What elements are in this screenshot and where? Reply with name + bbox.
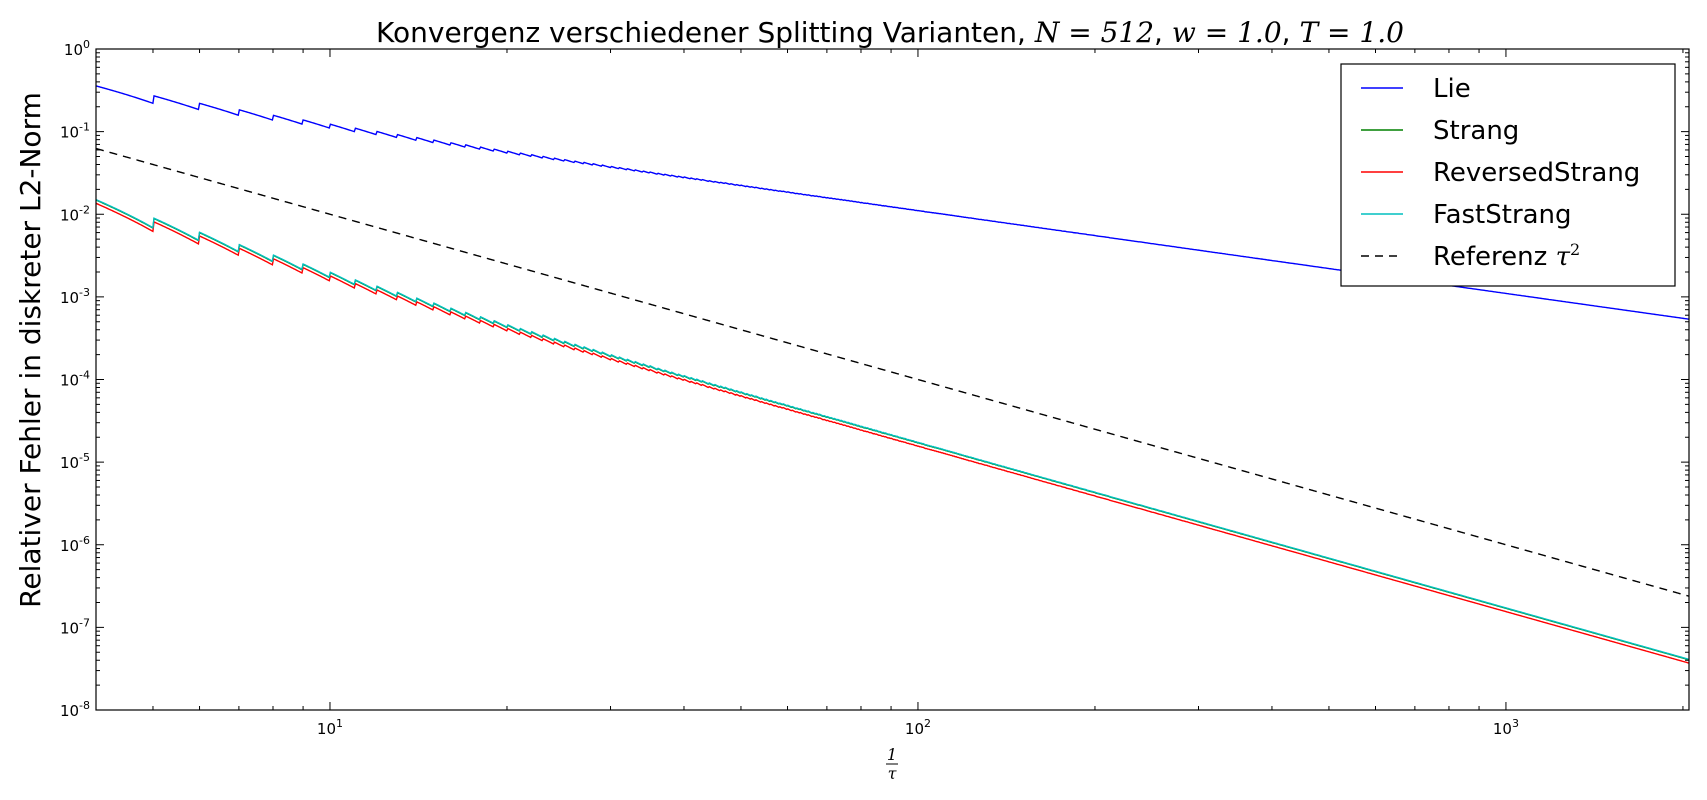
x-axis-label-denominator: τ [888,764,898,783]
title-n-eq: = [1068,16,1091,49]
title-n-symbol: N [1034,16,1061,49]
legend-label: Lie [1433,74,1471,104]
x-tick-label: 101 [317,717,343,738]
y-tick-label: 10-4 [60,369,90,390]
y-tick-label: 10-6 [60,534,90,555]
legend-label: Strang [1433,116,1519,146]
plot-frame [95,48,1690,711]
title-t-symbol: T [1299,16,1320,49]
legend: Lie Strang ReversedStrang FastStrang Referen… [1340,63,1676,287]
y-tick-label: 10-2 [60,203,90,224]
title-sep-2: , [1282,16,1300,49]
series-line-reversedstrang [95,202,1690,664]
legend-label: Referenz τ2 [1433,240,1580,272]
title-t-eq: = [1327,16,1350,49]
title-w-value: 1.0 [1237,16,1282,49]
title-sep-1: , [1154,16,1172,49]
title-w-eq: = [1205,16,1228,49]
y-tick-label: 10-8 [60,699,90,720]
legend-label: FastStrang [1433,200,1572,230]
y-tick-label: 10-3 [60,286,90,307]
title-n-value: 512 [1101,16,1154,49]
x-tick-label: 102 [905,717,931,738]
y-tick-label: 10-5 [60,451,90,472]
chart-title: Konvergenz verschiedener Splitting Varia… [376,16,1404,49]
legend-box [1340,63,1676,287]
plot-lines [95,85,1690,664]
y-tick-label: 10-1 [60,121,90,142]
legend-label: ReversedStrang [1433,158,1640,188]
axis-tick-labels: 101 102 103 100 10-1 10-2 10-3 10-4 10-5 10-6 10-7… [60,38,1519,738]
title-w-symbol: w [1172,16,1196,49]
series-line-referenz [95,147,1690,597]
x-axis-label: 1 τ [886,745,898,783]
chart-title-text: Konvergenz verschiedener Splitting Varia… [376,16,1035,49]
y-axis-label: Relativer Fehler in diskreter L2-Norm [14,92,47,608]
y-tick-label: 10-7 [60,616,90,637]
series-line-faststrang [95,198,1690,661]
y-tick-label: 100 [64,38,90,59]
x-tick-label: 103 [1493,717,1519,738]
title-t-value: 1.0 [1359,16,1404,49]
x-axis-label-numerator: 1 [887,745,897,764]
